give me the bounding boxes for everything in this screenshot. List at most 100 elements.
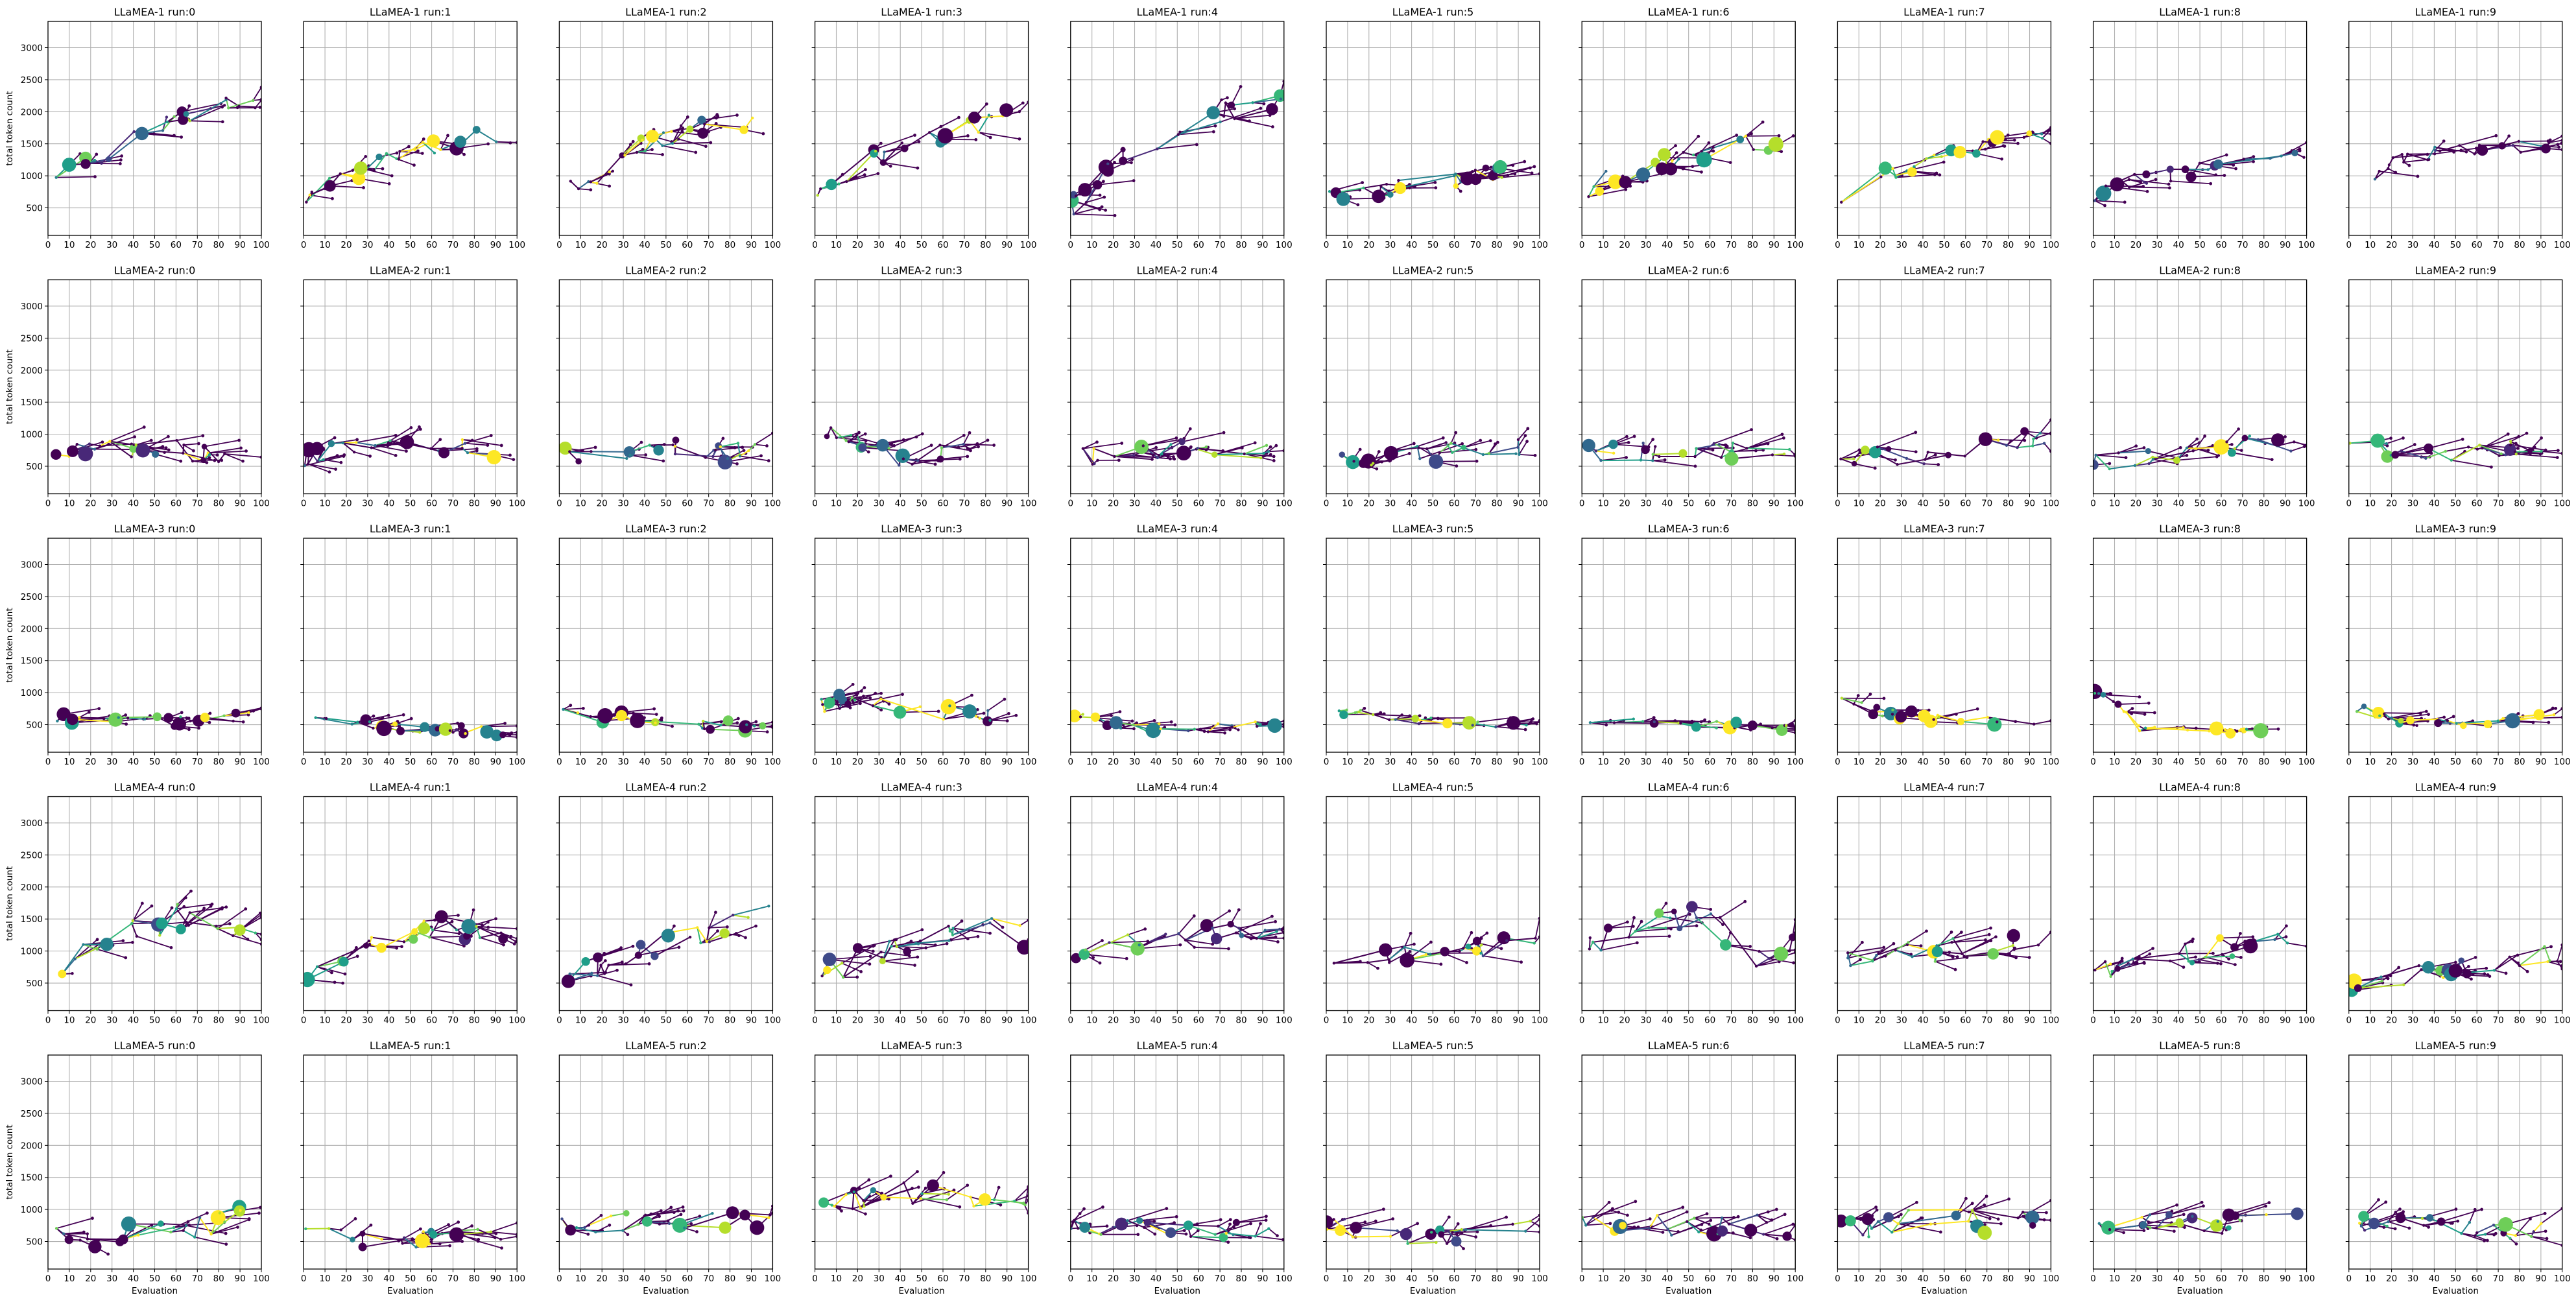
data-point (351, 722, 353, 725)
data-point (423, 920, 425, 922)
data-point (2108, 468, 2111, 470)
x-axis-label: Evaluation (2176, 1286, 2223, 1296)
x-tick-label: 100 (1276, 757, 1293, 767)
data-point (2087, 684, 2102, 699)
x-tick-label: 70 (1470, 499, 1481, 509)
data-point (254, 106, 256, 109)
x-axis-label: Evaluation (1410, 1286, 1456, 1296)
data-point (1869, 446, 1881, 458)
panel-title: LLaMEA-3 run:0 (114, 523, 196, 535)
data-point (1112, 1226, 1114, 1229)
x-tick-label: 80 (2258, 1015, 2269, 1026)
data-point (2450, 459, 2453, 462)
x-tick-label: 0 (556, 1274, 562, 1284)
data-point (1891, 713, 1894, 715)
x-tick-label: 20 (2130, 499, 2141, 509)
x-tick-label: 80 (1235, 1015, 1246, 1026)
data-point (2226, 1225, 2231, 1230)
data-point (590, 450, 592, 453)
data-point (58, 970, 66, 979)
data-point (2556, 960, 2558, 962)
data-point (2230, 943, 2239, 951)
data-series (58, 890, 263, 979)
data-point (2093, 692, 2096, 695)
data-point (2553, 713, 2555, 716)
x-tick-label: 70 (703, 499, 714, 509)
y-tick-label: 2000 (21, 883, 43, 893)
data-point (2199, 162, 2201, 165)
data-point (376, 720, 392, 736)
data-point (819, 187, 822, 190)
data-point (1425, 953, 1427, 956)
data-point (1429, 717, 1432, 719)
gridlines (559, 797, 772, 1011)
x-tick-label: 80 (2258, 240, 2269, 250)
data-point (2467, 445, 2470, 448)
panel-title: LLaMEA-3 run:4 (1136, 523, 1218, 535)
x-tick-label: 30 (1385, 757, 1396, 767)
data-point (152, 451, 159, 458)
data-point (1138, 944, 1141, 946)
data-point (1595, 187, 1604, 196)
x-tick-label: 70 (959, 240, 970, 250)
x-tick-label: 60 (1960, 499, 1971, 509)
data-point (307, 462, 309, 465)
data-point (1189, 1235, 1192, 1238)
x-tick-label: 0 (1324, 499, 1330, 509)
data-series (1320, 1207, 1541, 1250)
x-tick-label: 10 (575, 499, 586, 509)
data-point (1924, 458, 1926, 460)
x-tick-label: 50 (1938, 1274, 1950, 1284)
data-point (706, 725, 715, 734)
data-point (1963, 455, 1966, 457)
data-point (1677, 158, 1680, 160)
data-point (2387, 717, 2390, 720)
data-point (2221, 953, 2223, 956)
data-point (1136, 1217, 1143, 1224)
data-point (951, 933, 954, 936)
x-tick-label: 90 (235, 499, 246, 509)
data-series (1839, 418, 2053, 469)
x-tick-label: 10 (1342, 1274, 1353, 1284)
x-tick-label: 40 (895, 757, 906, 767)
data-point (1418, 722, 1420, 725)
x-tick-label: 60 (171, 499, 182, 509)
data-point (106, 156, 112, 162)
data-point (2105, 184, 2107, 187)
x-tick-label: 100 (2554, 1274, 2571, 1284)
data-point (872, 945, 874, 947)
data-point (2474, 1234, 2476, 1237)
data-point (1996, 720, 1998, 723)
panel-title: LLaMEA-3 run:6 (1648, 523, 1730, 535)
data-point (2021, 1211, 2024, 1213)
x-tick-label: 60 (1704, 240, 1715, 250)
x-tick-label: 100 (765, 757, 781, 767)
data-point (2020, 427, 2029, 436)
data-point (1217, 1225, 1219, 1228)
data-point (1745, 1224, 1758, 1237)
data-point (1911, 955, 1913, 958)
y-tick-label: 3000 (21, 818, 43, 829)
data-point (2147, 1220, 2150, 1223)
data-point (862, 1199, 865, 1202)
gridlines (304, 21, 517, 235)
data-point (2498, 1217, 2513, 1232)
data-point (1897, 1222, 1900, 1225)
x-tick-label: 40 (383, 1274, 394, 1284)
x-tick-label: 30 (618, 499, 629, 509)
data-point (737, 442, 739, 444)
data-point (2540, 717, 2543, 719)
x-tick-label: 40 (1151, 499, 1162, 509)
x-tick-label: 40 (895, 1274, 906, 1284)
data-point (2476, 447, 2479, 450)
x-tick-label: 30 (1129, 1274, 1140, 1284)
x-tick-label: 80 (1492, 240, 1503, 250)
data-point (1073, 1219, 1075, 1222)
data-point (431, 929, 434, 931)
